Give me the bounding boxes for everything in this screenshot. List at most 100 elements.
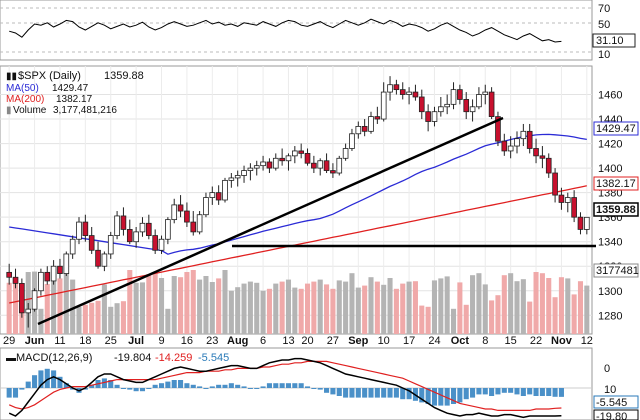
- x-tick-label: Jun: [25, 335, 45, 347]
- macd-hist-bar: [311, 388, 317, 389]
- candlestick: [146, 214, 152, 240]
- candlestick: [88, 226, 95, 254]
- volume-bar: [546, 278, 552, 334]
- candlestick: [425, 104, 431, 132]
- candlestick: [507, 136, 514, 159]
- volume-bar: [514, 281, 520, 334]
- macd-hist-bar: [171, 380, 177, 388]
- candlestick: [12, 268, 19, 289]
- rsi-panel-frame: [0, 0, 593, 61]
- candlestick: [171, 198, 178, 224]
- candlestick: [406, 87, 412, 105]
- x-tick-label: Sep: [348, 335, 368, 347]
- candlestick: [564, 192, 571, 213]
- macd-hist-bar: [533, 388, 539, 396]
- macd-hist-bar: [374, 388, 380, 398]
- candlestick: [69, 235, 76, 259]
- candlestick: [361, 119, 368, 137]
- x-tick-label: 17: [403, 335, 415, 347]
- candlestick: [38, 268, 44, 296]
- volume-icon: ▮: [6, 105, 12, 116]
- macd-panel: ▬ MACD(12,26,9) -19.804 -14.259 -5.545 1…: [0, 347, 639, 420]
- candlestick: [196, 211, 203, 235]
- candlestick: [533, 138, 539, 164]
- candlestick: [31, 288, 38, 312]
- candlestick: [558, 187, 565, 210]
- candlestick: [107, 231, 114, 259]
- macd-hist-bar: [381, 388, 387, 398]
- candlestick: [393, 79, 400, 95]
- macd-hist-bar: [514, 388, 520, 395]
- macd-hist-bar: [184, 383, 190, 388]
- candlestick: [114, 211, 120, 240]
- macd-hist-bar: [438, 388, 444, 406]
- candlestick: [234, 170, 241, 187]
- main-price-panel: ▮▮ $SPX (Daily) 1359.88 MA(50) 1429.47 M…: [0, 65, 639, 335]
- candlestick: [438, 96, 444, 117]
- macd-hist-bar: [355, 388, 361, 398]
- volume-bar: [558, 277, 564, 334]
- candlestick: [495, 111, 501, 147]
- candlestick: [126, 219, 133, 245]
- x-tick-label: 23: [206, 335, 218, 347]
- macd-hist-bar: [362, 388, 368, 398]
- volume-bar: [25, 272, 31, 334]
- macd-hist-bar: [6, 388, 12, 398]
- macd-hist-bar: [336, 388, 342, 396]
- candlestick: [241, 165, 247, 183]
- volume-bar: [317, 279, 323, 334]
- macd-signal-line: [8, 360, 562, 411]
- candlestick: [44, 266, 51, 285]
- x-tick-label: 16: [181, 335, 193, 347]
- macd-line: [8, 357, 562, 419]
- legend-volume-value: 3,177,481,216: [53, 105, 117, 116]
- volume-bar: [114, 303, 120, 334]
- macd-hist-bar: [133, 388, 139, 392]
- candlestick: [50, 260, 57, 285]
- macd-hist-bar: [489, 388, 495, 396]
- candlestick: [266, 158, 273, 174]
- macd-hist-bar: [203, 388, 209, 389]
- macd-hist-bar: [520, 388, 526, 396]
- macd-hist-bar: [228, 383, 234, 388]
- ma50-price-tag: 1429.47: [596, 123, 636, 135]
- volume-bar: [203, 276, 209, 334]
- volume-bar: [266, 288, 272, 334]
- candlestick: [463, 92, 470, 120]
- candlestick: [545, 153, 552, 178]
- macd-hist-bar: [165, 381, 171, 388]
- candlestick: [431, 106, 438, 127]
- legend-ma200-label: MA(200): [6, 94, 44, 105]
- macd-hist-bar: [114, 384, 120, 388]
- macd-hist-bar: [431, 388, 438, 406]
- legend-symbol-icon: ▮▮: [6, 71, 17, 82]
- volume-bar: [311, 281, 317, 334]
- macd-hist-bar: [222, 384, 228, 388]
- candlestick: [209, 186, 216, 205]
- volume-bar: [489, 300, 495, 334]
- volume-bar: [216, 278, 222, 334]
- macd-hist-bar: [158, 383, 165, 388]
- candlestick: [488, 87, 495, 120]
- x-tick-label: Oct: [451, 335, 470, 347]
- macd-hist-bar: [419, 388, 425, 403]
- candlestick: [152, 229, 158, 254]
- volume-bar: [165, 308, 171, 334]
- macd-hist-bar: [70, 388, 76, 390]
- candlestick: [292, 146, 298, 164]
- volume-bar: [438, 278, 444, 334]
- volume-bar: [184, 272, 190, 334]
- candlestick: [552, 168, 558, 203]
- x-tick-label: 29: [3, 335, 15, 347]
- volume-bar: [247, 281, 253, 334]
- macd-label: MACD(12,26,9): [16, 352, 92, 364]
- x-tick-label: 12: [581, 335, 593, 347]
- candlestick: [19, 278, 25, 318]
- volume-bar: [260, 290, 266, 334]
- candlestick: [260, 155, 266, 171]
- candlestick: [304, 148, 311, 166]
- candlestick: [577, 212, 584, 235]
- macd-hist-bar: [292, 383, 298, 388]
- macd-hist-bar: [139, 388, 146, 392]
